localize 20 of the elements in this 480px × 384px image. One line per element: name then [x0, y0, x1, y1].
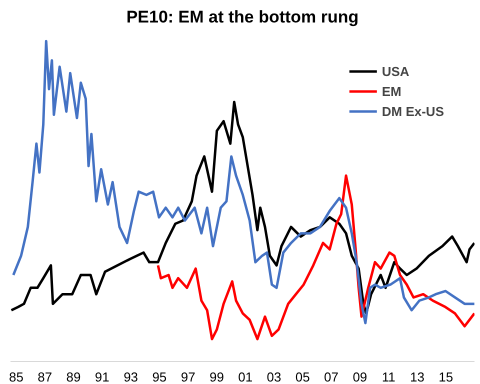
x-tick-label: 95	[152, 370, 167, 384]
legend-label: DM Ex-US	[382, 104, 444, 118]
legend-label: EM	[382, 84, 402, 98]
legend-label: USA	[382, 64, 410, 78]
x-tick-label: 03	[266, 370, 282, 384]
x-tick-label: 15	[438, 370, 454, 384]
x-tick-label: 01	[238, 370, 253, 384]
x-tick-label: 99	[209, 370, 224, 384]
x-tick-label: 93	[124, 370, 138, 384]
x-tick-label: 89	[66, 370, 81, 384]
x-tick-label: 13	[410, 370, 424, 384]
chart-title: PE10: EM at the bottom rung	[126, 8, 359, 26]
x-tick-label: 09	[352, 370, 368, 384]
x-tick-label: 87	[38, 370, 52, 384]
x-tick-label: 05	[295, 370, 310, 384]
x-tick-label: 11	[382, 370, 396, 384]
x-tick-label: 91	[94, 370, 110, 384]
x-tick-label: 97	[180, 370, 196, 384]
x-tick-label: 07	[324, 370, 339, 384]
x-tick-label: 85	[9, 370, 24, 384]
